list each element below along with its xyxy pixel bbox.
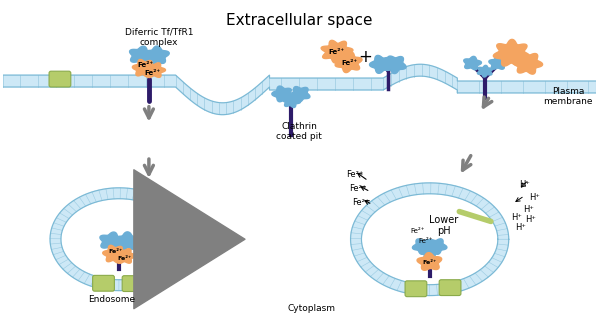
Polygon shape: [103, 245, 126, 263]
Text: Lower
pH: Lower pH: [429, 215, 458, 236]
FancyBboxPatch shape: [122, 276, 144, 291]
Text: Diferric Tf/TfR1
complex: Diferric Tf/TfR1 complex: [125, 28, 193, 47]
Text: Fe²⁺: Fe²⁺: [410, 228, 425, 234]
Text: Fe²⁺: Fe²⁺: [145, 70, 161, 76]
Text: +: +: [358, 48, 373, 66]
Text: Cytoplasm: Cytoplasm: [287, 305, 335, 313]
Polygon shape: [321, 40, 353, 63]
FancyBboxPatch shape: [92, 275, 115, 291]
Polygon shape: [361, 194, 498, 285]
Text: Fe²⁺: Fe²⁺: [418, 238, 433, 244]
Polygon shape: [282, 94, 301, 107]
Polygon shape: [512, 52, 542, 74]
Polygon shape: [272, 86, 291, 102]
Text: Plasma
membrane: Plasma membrane: [543, 87, 593, 106]
Text: Fe²⁺: Fe²⁺: [349, 184, 366, 193]
FancyBboxPatch shape: [405, 281, 427, 297]
Text: Fe²⁺: Fe²⁺: [422, 261, 437, 266]
Polygon shape: [130, 46, 154, 64]
Text: Endosome: Endosome: [88, 295, 135, 304]
Polygon shape: [417, 253, 442, 270]
Polygon shape: [493, 39, 530, 66]
Polygon shape: [478, 66, 493, 77]
Polygon shape: [2, 64, 596, 115]
Polygon shape: [464, 56, 481, 70]
Polygon shape: [113, 249, 136, 263]
Polygon shape: [133, 60, 155, 77]
Polygon shape: [489, 56, 507, 69]
Text: H⁺: H⁺: [515, 223, 526, 232]
Polygon shape: [110, 239, 128, 253]
Text: H⁺: H⁺: [523, 205, 534, 214]
Polygon shape: [115, 232, 140, 249]
Polygon shape: [142, 63, 166, 77]
Polygon shape: [350, 183, 509, 295]
Text: H⁺: H⁺: [529, 193, 540, 202]
Text: Fe²⁺: Fe²⁺: [117, 256, 131, 261]
Polygon shape: [383, 56, 406, 74]
Polygon shape: [140, 53, 158, 67]
Text: Fe²⁺: Fe²⁺: [329, 49, 345, 55]
Text: Fe²⁺: Fe²⁺: [341, 60, 358, 66]
Text: Fe²⁺: Fe²⁺: [346, 170, 363, 180]
Polygon shape: [290, 87, 310, 102]
Text: H⁺: H⁺: [511, 213, 522, 222]
Text: Fe²⁺: Fe²⁺: [108, 249, 122, 254]
Polygon shape: [335, 52, 362, 72]
FancyBboxPatch shape: [439, 280, 461, 295]
Text: Fe²⁺: Fe²⁺: [352, 198, 369, 207]
Polygon shape: [61, 199, 178, 280]
Polygon shape: [100, 232, 124, 250]
Polygon shape: [427, 239, 447, 254]
Polygon shape: [421, 246, 439, 258]
Polygon shape: [370, 55, 391, 73]
Polygon shape: [50, 188, 188, 291]
FancyBboxPatch shape: [49, 71, 71, 87]
Polygon shape: [412, 239, 433, 254]
Text: Fe²⁺: Fe²⁺: [137, 62, 153, 68]
Polygon shape: [145, 46, 169, 63]
Text: H⁺: H⁺: [525, 215, 536, 224]
Text: H⁺: H⁺: [519, 180, 530, 189]
Text: Extracellular space: Extracellular space: [226, 13, 373, 28]
Text: Clathrin
coated pit: Clathrin coated pit: [276, 122, 322, 141]
